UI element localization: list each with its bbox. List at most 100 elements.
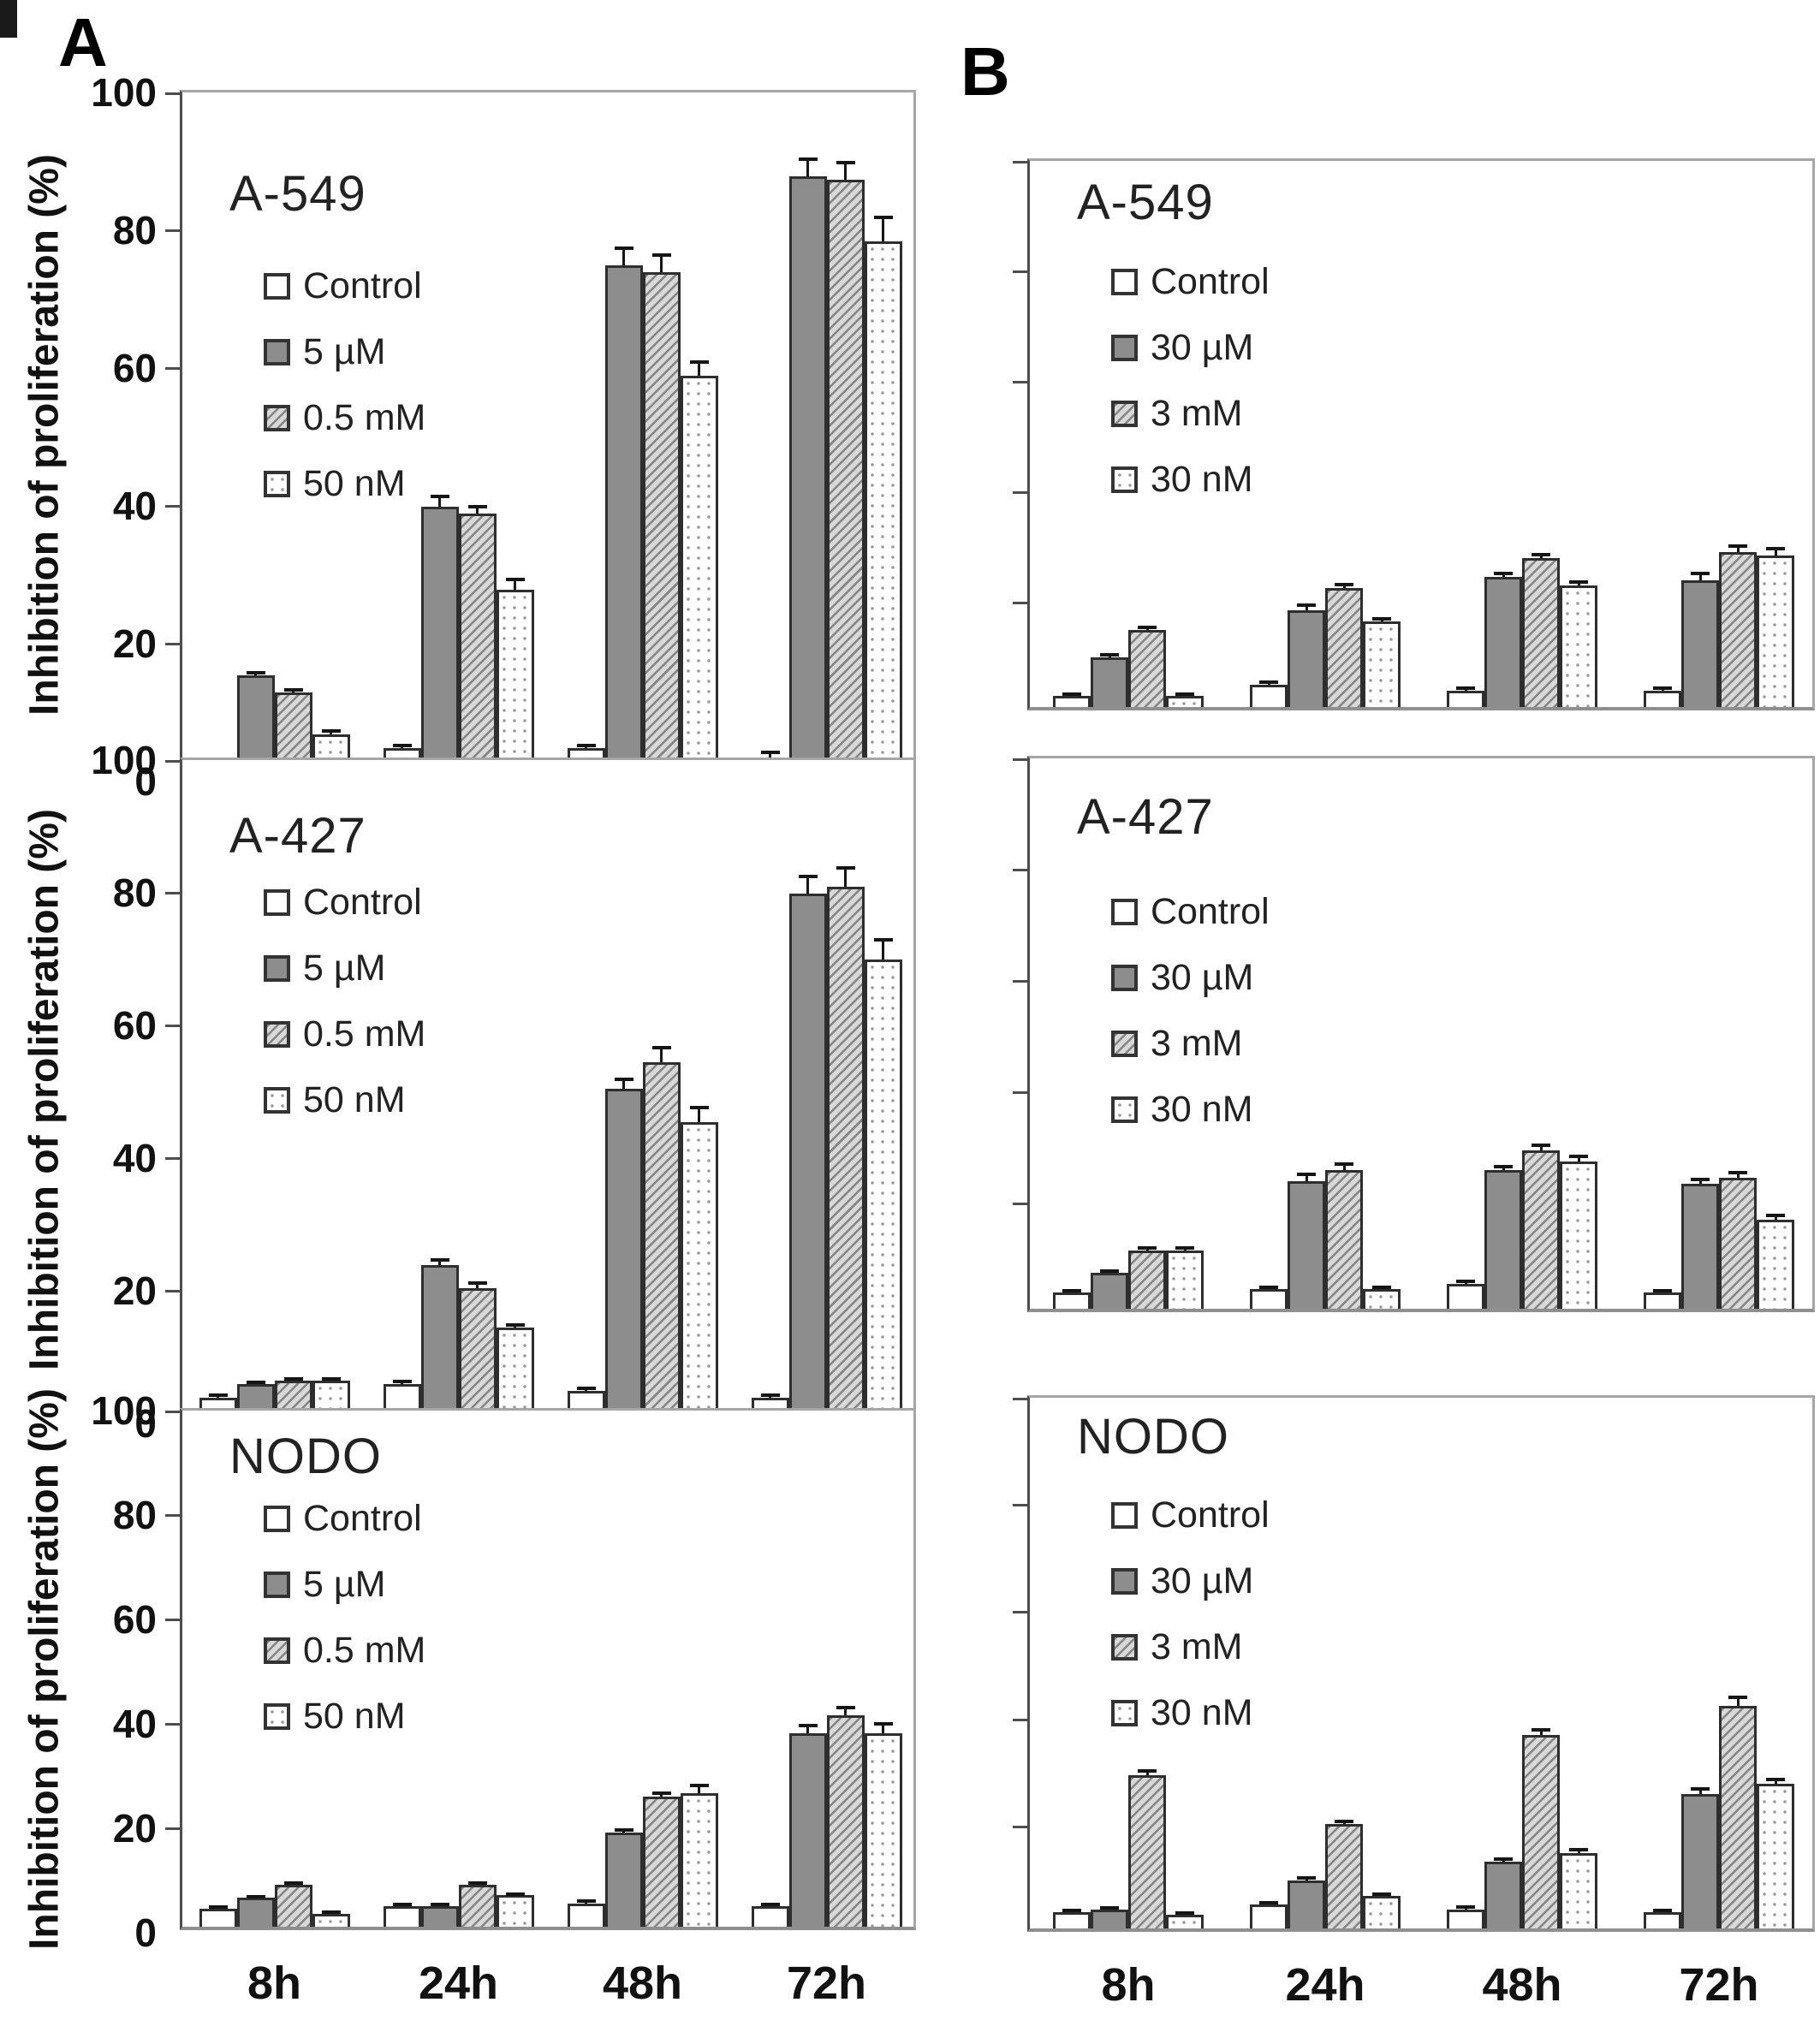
error-bar-line	[769, 752, 771, 758]
chart-title-a427-A: A-427	[229, 808, 366, 864]
error-bar-line	[622, 248, 625, 266]
error-bar-cap	[760, 1902, 780, 1906]
plot-area-a427-B: A-427 Control 30 µM 3 mM 30 nM	[1013, 756, 1815, 1312]
chart-title-a427-B: A-427	[1077, 789, 1214, 845]
y-tick-mark	[165, 229, 180, 232]
error-bar-cap	[836, 160, 855, 164]
bar	[1288, 610, 1325, 707]
legend-item: Control	[1111, 264, 1270, 300]
bar	[420, 1264, 459, 1417]
error-bar-cap	[1297, 1172, 1316, 1176]
error-bar-cap	[1259, 680, 1278, 684]
bar	[642, 1796, 681, 1927]
error-bar-cap	[576, 743, 596, 747]
bar	[496, 1328, 534, 1417]
legend-label: 30 nM	[1151, 1089, 1253, 1130]
bar	[1681, 1794, 1719, 1928]
y-tick-label: 60	[112, 1597, 157, 1642]
legend-label: Control	[303, 882, 422, 923]
error-bar-cap	[1100, 1269, 1119, 1273]
bar	[1447, 690, 1484, 707]
bar	[1757, 1783, 1794, 1928]
y-tick-mark	[165, 891, 180, 894]
error-bar-cap	[1138, 626, 1157, 630]
legend-label: 30 nM	[1151, 459, 1253, 500]
error-bar-cap	[1766, 546, 1785, 550]
bar	[383, 1905, 421, 1927]
y-tick-mark	[1013, 1718, 1027, 1721]
error-bar-cap	[283, 1881, 303, 1886]
error-bar-cap	[1494, 1164, 1513, 1168]
legend-label: 50 nM	[303, 1696, 406, 1737]
error-bar-line	[1342, 584, 1346, 589]
error-bar-cap	[836, 1705, 855, 1709]
bar	[1250, 1904, 1288, 1928]
legend-item: Control	[1111, 894, 1270, 930]
y-tick-mark	[165, 1722, 180, 1726]
y-tick-label: 80	[112, 870, 157, 915]
x-tick-label: 24h	[1285, 1959, 1365, 2011]
error-bar-cap	[1456, 1904, 1475, 1909]
error-bar-line	[1698, 573, 1702, 580]
error-bar-cap	[873, 938, 893, 942]
bar	[1091, 657, 1128, 707]
error-bar-cap	[614, 1077, 633, 1081]
error-bar-cap	[1653, 1288, 1672, 1292]
y-tick-mark	[165, 92, 180, 95]
error-bar-line	[1577, 581, 1580, 586]
error-bar-line	[1342, 1164, 1346, 1170]
error-bar-cap	[1532, 552, 1550, 556]
error-bar-line	[1577, 1156, 1580, 1162]
error-bar-line	[882, 1724, 884, 1734]
error-bar-cap	[505, 1892, 525, 1896]
bar	[864, 1733, 902, 1927]
error-bar-line	[698, 1785, 700, 1794]
chart-title-a549-A: A-549	[229, 166, 366, 222]
legend-swatch-hatch	[1111, 1634, 1138, 1661]
legend-label: Control	[303, 265, 422, 306]
legend-item: 0.5 mM	[264, 400, 425, 437]
error-bar-cap	[1728, 1171, 1747, 1175]
error-bar-cap	[1138, 1246, 1157, 1251]
error-bar-cap	[283, 688, 303, 692]
y-tick-label: 20	[112, 1806, 157, 1851]
bar	[1128, 629, 1166, 707]
error-bar-cap	[1175, 692, 1194, 697]
bar	[1719, 552, 1757, 707]
chart-title-a549-B: A-549	[1077, 175, 1214, 230]
bar	[826, 887, 865, 1417]
legend-label: 3 mM	[1151, 393, 1243, 434]
legend-item: 5 µM	[264, 950, 385, 987]
error-bar-cap	[1062, 692, 1081, 697]
error-bar-cap	[467, 1281, 487, 1286]
bar	[604, 1833, 643, 1927]
error-bar-cap	[836, 866, 855, 870]
error-bar-cap	[1569, 1154, 1588, 1158]
bar	[458, 1287, 497, 1417]
bar	[1681, 1183, 1719, 1309]
error-bar-cap	[1691, 1786, 1710, 1791]
legend-swatch-dots	[264, 1087, 290, 1114]
error-bar-cap	[1728, 544, 1747, 548]
legend-item: 50 nM	[264, 1082, 406, 1119]
legend-swatch-dark	[1111, 335, 1138, 361]
y-tick-mark	[1013, 1398, 1027, 1400]
legend-item: 30 nM	[1111, 1091, 1253, 1128]
error-bar-cap	[1691, 1178, 1710, 1182]
legend-swatch-dots	[264, 471, 290, 497]
error-bar-cap	[430, 494, 449, 498]
y-tick-label: 0	[134, 1910, 157, 1955]
error-bar-line	[1539, 1144, 1543, 1150]
bar	[236, 1898, 275, 1927]
legend-item: 30 µM	[1111, 960, 1253, 996]
x-tick-label: 24h	[418, 1958, 499, 2009]
error-bar-cap	[576, 1899, 596, 1904]
error-bar-cap	[1100, 653, 1119, 657]
legend-item: Control	[264, 1500, 422, 1537]
legend-label: 0.5 mM	[303, 397, 426, 438]
error-bar-cap	[798, 875, 818, 879]
legend-item: 0.5 mM	[264, 1016, 425, 1053]
error-bar-cap	[467, 505, 487, 509]
panel-label-a: A	[58, 4, 108, 80]
error-bar-cap	[689, 360, 709, 364]
